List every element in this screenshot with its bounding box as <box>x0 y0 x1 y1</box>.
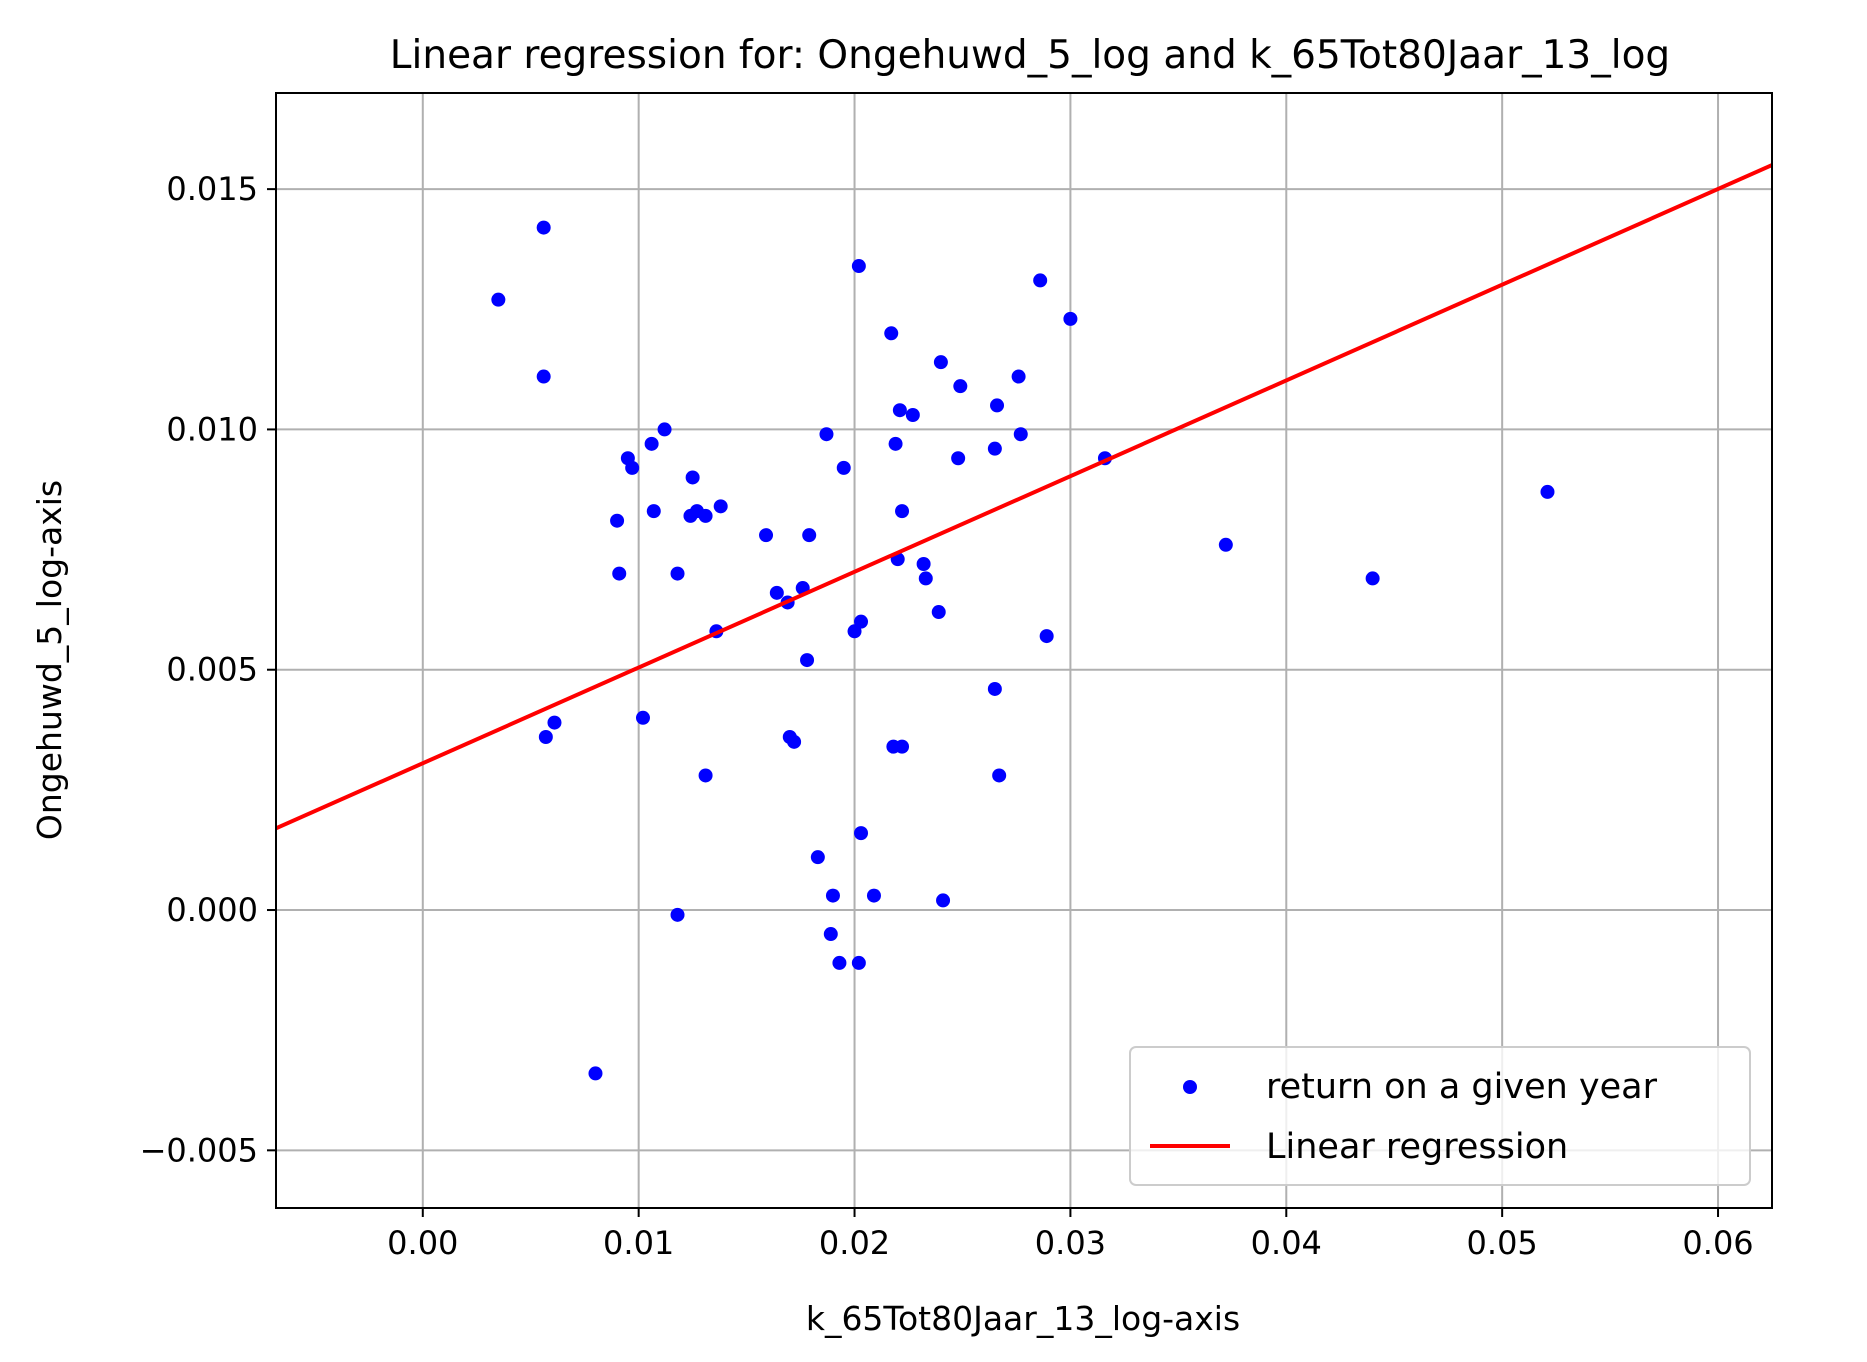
scatter-point <box>823 927 838 942</box>
scatter-point <box>987 681 1002 696</box>
scatter-point <box>931 605 946 620</box>
scatter-point <box>851 259 866 274</box>
scatter-point <box>610 513 625 528</box>
legend: return on a given year Linear regression <box>1129 1046 1751 1186</box>
y-axis-ticks: −0.005 0.000 0.005 0.010 0.015 <box>140 170 276 1169</box>
scatter-point <box>951 451 966 466</box>
scatter-point <box>1011 369 1026 384</box>
scatter-point <box>918 571 933 586</box>
x-axis-label: k_65Tot80Jaar_13_log-axis <box>806 1299 1240 1338</box>
x-tick-label: 0.06 <box>1682 1224 1753 1262</box>
x-tick-label: 0.05 <box>1467 1224 1538 1262</box>
scatter-point <box>698 768 713 783</box>
legend-box <box>1129 1046 1751 1186</box>
scatter-point <box>866 888 881 903</box>
scatter-point <box>1013 427 1028 442</box>
scatter-point <box>905 408 920 423</box>
scatter-point <box>916 556 931 571</box>
regression-line <box>275 163 1773 831</box>
scatter-point <box>612 566 627 581</box>
scatter-point <box>1218 537 1233 552</box>
scatter-point <box>536 369 551 384</box>
y-tick-label: 0.015 <box>166 170 258 208</box>
scatter-point <box>698 508 713 523</box>
scatter-point <box>657 422 672 437</box>
x-tick-label: 0.01 <box>603 1224 674 1262</box>
scatter-point <box>851 955 866 970</box>
scatter-point <box>953 379 968 394</box>
scatter-point <box>892 403 907 418</box>
scatter-point <box>810 850 825 865</box>
y-axis-label: Ongehuwd_5_log-axis <box>30 480 69 840</box>
scatter-point <box>888 436 903 451</box>
scatter-point <box>670 566 685 581</box>
scatter-point <box>538 730 553 745</box>
scatter-point <box>825 888 840 903</box>
scatter-point <box>1039 629 1054 644</box>
scatter-point <box>646 504 661 519</box>
scatter-point <box>990 398 1005 413</box>
scatter-point <box>759 528 774 543</box>
scatter-point <box>625 460 640 475</box>
legend-label-line: Linear regression <box>1266 1127 1568 1167</box>
chart-title: Linear regression for: Ongehuwd_5_log an… <box>390 33 1670 78</box>
scatter-point <box>685 470 700 485</box>
scatter-point <box>536 220 551 235</box>
scatter-point <box>1365 571 1380 586</box>
y-tick-label: 0.010 <box>166 410 258 448</box>
regression-line-group <box>275 163 1773 831</box>
scatter-point <box>836 460 851 475</box>
scatter-point <box>895 504 910 519</box>
y-tick-label: 0.005 <box>166 651 258 689</box>
scatter-point <box>884 326 899 341</box>
scatter-point <box>819 427 834 442</box>
y-tick-label: −0.005 <box>140 1131 258 1169</box>
scatter-point <box>933 355 948 370</box>
scatter-point <box>992 768 1007 783</box>
x-tick-label: 0.03 <box>1035 1224 1106 1262</box>
x-tick-label: 0.02 <box>819 1224 890 1262</box>
scatter-point <box>895 739 910 754</box>
scatter-point <box>1063 311 1078 326</box>
scatter-point <box>670 907 685 922</box>
scatter-point <box>832 955 847 970</box>
x-tick-label: 0.04 <box>1251 1224 1322 1262</box>
scatter-point <box>491 292 506 307</box>
x-tick-label: 0.00 <box>387 1224 458 1262</box>
scatter-point <box>854 826 869 841</box>
scatter-point <box>787 734 802 749</box>
scatter-point <box>644 436 659 451</box>
scatter-point <box>987 441 1002 456</box>
scatter-points <box>491 220 1555 1081</box>
scatter-point <box>635 710 650 725</box>
scatter-point <box>547 715 562 730</box>
scatter-point <box>936 893 951 908</box>
scatter-point <box>800 653 815 668</box>
y-tick-label: 0.000 <box>166 891 258 929</box>
scatter-point <box>769 585 784 600</box>
plot-frame <box>275 92 1773 1209</box>
scatter-point <box>854 614 869 629</box>
x-axis-ticks: 0.00 0.01 0.02 0.03 0.04 0.05 0.06 <box>387 1208 1754 1262</box>
scatter-point <box>1540 484 1555 499</box>
scatter-point <box>588 1066 603 1081</box>
scatter-point <box>1033 273 1048 288</box>
legend-marker-scatter <box>1183 1080 1197 1094</box>
scatter-point <box>713 499 728 514</box>
legend-label-scatter: return on a given year <box>1266 1067 1658 1107</box>
scatter-point <box>802 528 817 543</box>
